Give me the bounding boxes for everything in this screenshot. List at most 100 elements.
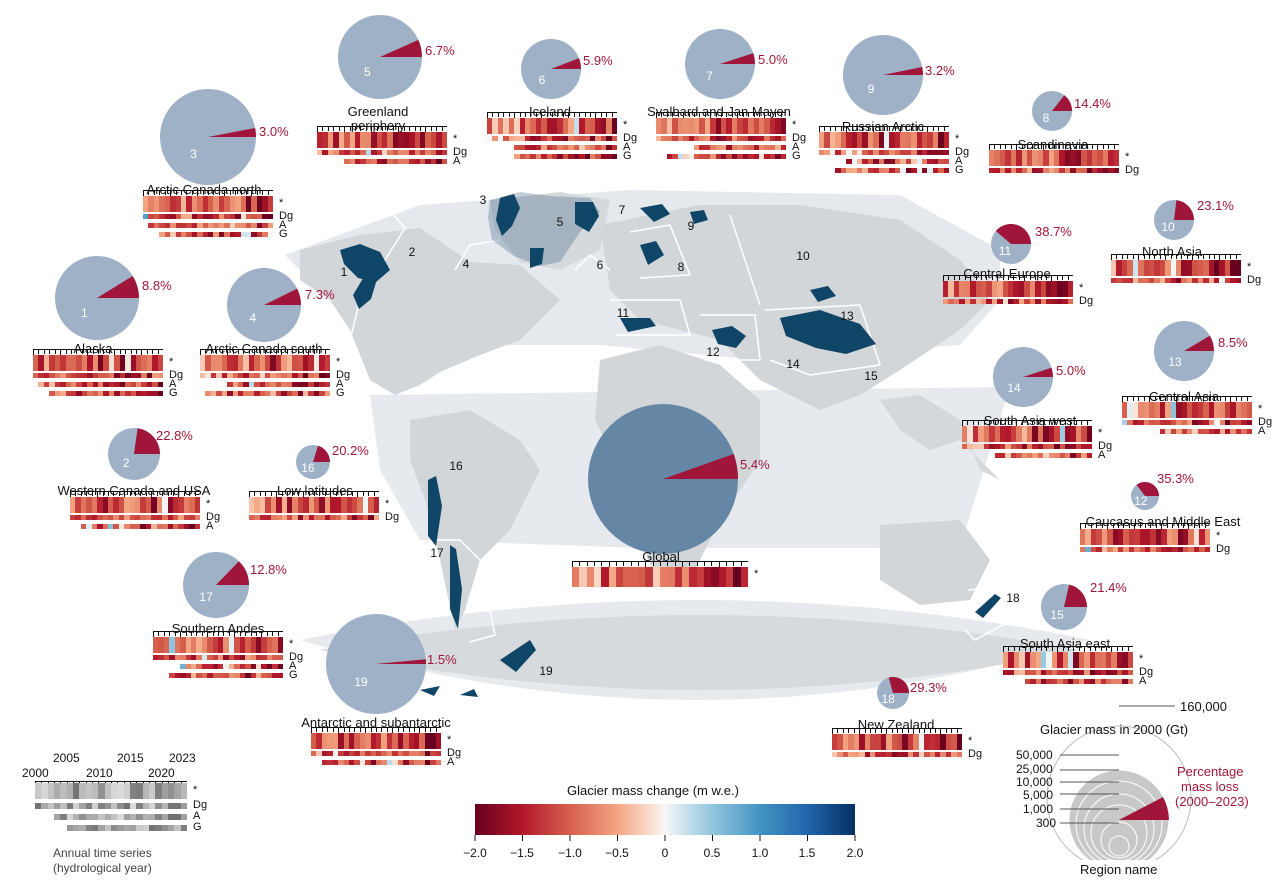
strip-cell — [897, 752, 903, 757]
time-series-strip — [943, 281, 1074, 297]
year-tick — [135, 350, 137, 354]
strip-cell — [129, 524, 136, 529]
strip-cell — [286, 373, 293, 378]
year-tick — [764, 113, 766, 120]
strip-row-label: Dg — [289, 651, 304, 663]
strip-cell — [1057, 670, 1064, 675]
pie-loss-slice — [376, 659, 426, 664]
strip-cell — [191, 223, 198, 228]
strip-cell — [951, 734, 958, 750]
strip-cell — [589, 118, 596, 134]
time-series-strip — [989, 168, 1120, 173]
strip-cell — [277, 637, 284, 653]
year-tick — [595, 113, 597, 120]
strip-cell — [196, 637, 203, 653]
strip-cell — [130, 783, 137, 799]
year-tick — [153, 191, 155, 195]
strip-cell — [218, 664, 224, 669]
strip-cell — [136, 803, 144, 809]
year-tick — [573, 113, 575, 117]
strip-cell — [1187, 402, 1193, 418]
strip-cell — [1003, 652, 1009, 668]
year-tick — [742, 113, 744, 117]
strip-cell — [155, 783, 163, 799]
strip-cell — [371, 150, 378, 155]
strip-cell — [1204, 529, 1211, 545]
strip-cell — [303, 497, 310, 513]
year-tick — [292, 492, 294, 496]
strip-cell — [1046, 679, 1053, 684]
strip-cell — [1032, 444, 1039, 449]
year-tick — [381, 728, 383, 732]
year-tick — [726, 562, 727, 566]
strip-cell — [190, 664, 197, 669]
strip-cell — [249, 497, 255, 513]
strip-cell — [907, 752, 914, 757]
year-tick — [1016, 145, 1018, 152]
year-tick — [157, 350, 159, 354]
strip-cell — [508, 118, 515, 134]
year-tick — [1203, 397, 1205, 404]
strip-cell — [218, 196, 225, 212]
year-tick — [1051, 647, 1053, 651]
strip-cell — [387, 159, 394, 164]
strip-cell — [726, 154, 733, 159]
strip-cell — [696, 567, 705, 587]
strip-cell — [54, 814, 61, 820]
time-series-strip — [143, 223, 274, 228]
strip-cell — [1084, 679, 1091, 684]
year-tick — [1075, 421, 1077, 425]
year-tick — [1219, 397, 1221, 401]
year-tick — [989, 421, 991, 428]
year-tick — [842, 729, 844, 733]
strip-cell — [235, 196, 241, 212]
strip-cell — [232, 391, 239, 396]
year-tick — [141, 350, 143, 357]
year-tick — [1204, 524, 1206, 528]
strip-cell — [1197, 278, 1204, 283]
percent-loss-label: 23.1% — [1197, 198, 1234, 213]
strip-cell — [262, 232, 269, 237]
strip-cell — [546, 145, 553, 150]
strip-cell — [1224, 420, 1231, 425]
year-axis — [572, 561, 748, 569]
colorbar-tick-4: 0 — [661, 846, 669, 860]
strip-cell — [245, 655, 251, 660]
pie-loss-slice — [313, 445, 330, 462]
year-tick — [884, 127, 885, 131]
pie-15 — [1041, 584, 1087, 630]
strip-cell — [1193, 529, 1200, 545]
strip-cell — [1203, 260, 1209, 276]
year-tick — [248, 350, 250, 354]
time-legend-year-2020: 2020 — [148, 766, 175, 780]
year-tick — [354, 127, 356, 131]
strip-cell — [190, 673, 197, 678]
strip-cell — [1089, 652, 1096, 668]
strip-cell — [54, 803, 61, 809]
year-tick — [227, 350, 229, 357]
strip-cell — [270, 355, 277, 371]
strip-cell — [73, 814, 80, 820]
year-tick — [748, 113, 750, 117]
strip-cell — [970, 281, 976, 297]
strip-cell — [409, 159, 415, 164]
strip-cell — [929, 734, 936, 750]
strip-cell — [317, 150, 323, 155]
strip-cell — [130, 803, 137, 809]
year-tick — [1084, 647, 1086, 654]
strip-cell — [49, 355, 56, 371]
strip-cell — [98, 783, 106, 799]
strip-cell — [125, 373, 131, 378]
strip-cell — [65, 391, 72, 396]
strip-cell — [200, 355, 206, 371]
strip-cell — [1056, 299, 1063, 304]
year-tick — [1177, 524, 1179, 528]
strip-row-label: Dg — [1139, 666, 1154, 678]
strip-cell — [916, 159, 923, 164]
strip-cell — [311, 733, 317, 749]
strip-cell — [239, 637, 246, 653]
strip-cell — [153, 223, 160, 228]
strip-cell — [862, 168, 869, 173]
year-tick — [33, 350, 34, 357]
strip-cell — [1024, 679, 1031, 684]
